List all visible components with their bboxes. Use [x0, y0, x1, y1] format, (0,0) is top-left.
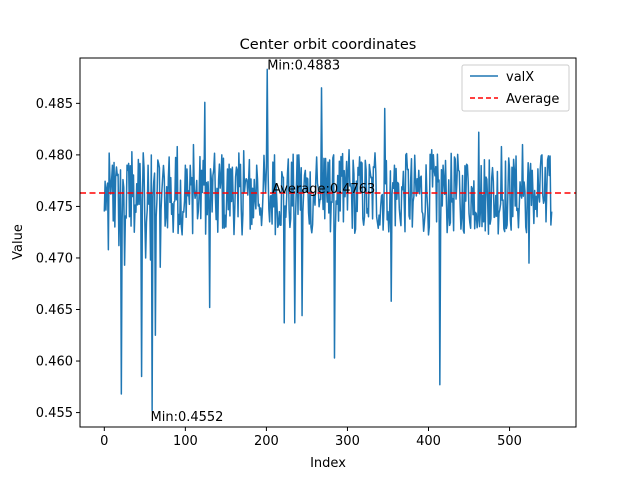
y-axis-ticks: 0.455 0.460 0.465 0.470 0.475 0.480 0.485 — [36, 97, 80, 421]
legend-label-valx: valX — [506, 70, 534, 85]
series-layer — [103, 68, 553, 412]
y-tick-label: 0.475 — [36, 200, 73, 215]
legend-label-average: Average — [506, 92, 559, 107]
plot-frame — [79, 57, 577, 428]
x-tick-label: 500 — [497, 434, 522, 449]
y-tick-label: 0.480 — [36, 148, 73, 163]
annotations: Min:0.4883 Average:0.4763 Min:0.4552 — [151, 58, 376, 424]
plot-area — [80, 58, 576, 427]
x-tick-label: 100 — [173, 434, 198, 449]
y-axis-label: Value — [11, 224, 26, 260]
annotation-label: Average:0.4763 — [272, 182, 375, 197]
y-tick-label: 0.470 — [36, 251, 73, 266]
annotation-label: Min:0.4883 — [267, 58, 340, 73]
y-tick-label: 0.455 — [36, 406, 73, 421]
x-tick-label: 0 — [100, 434, 108, 449]
series-line-valx — [103, 68, 553, 412]
annotation-label: Min:0.4552 — [151, 410, 224, 425]
y-tick-label: 0.485 — [36, 97, 73, 112]
y-tick-label: 0.460 — [36, 355, 73, 370]
x-tick-label: 300 — [335, 434, 360, 449]
x-tick-label: 400 — [416, 434, 441, 449]
x-axis-ticks: 0 100 200 300 400 500 — [100, 427, 522, 449]
chart-title: Center orbit coordinates — [240, 37, 417, 53]
x-axis-label: Index — [310, 456, 346, 471]
x-tick-label: 200 — [254, 434, 279, 449]
y-tick-label: 0.465 — [36, 303, 73, 318]
legend: valX Average — [461, 64, 570, 112]
